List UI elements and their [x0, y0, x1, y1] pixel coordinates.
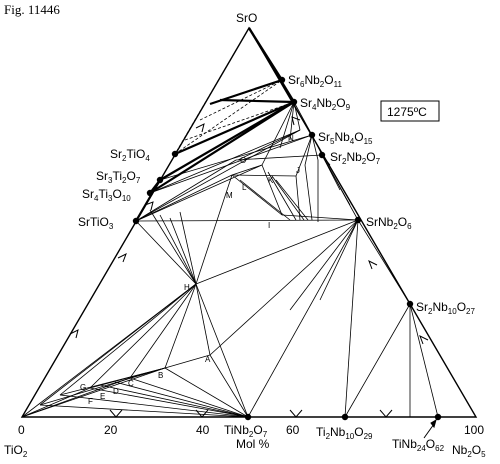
point-h: H — [184, 283, 190, 292]
dot-sr5nb4o15 — [308, 131, 316, 139]
vertex-sro-label: SrO — [236, 11, 257, 25]
label-sr2nb2o7: Sr2Nb2O7 — [330, 150, 381, 166]
label-srtio3: SrTiO3 — [78, 215, 114, 231]
axis-tick-0: 0 — [18, 423, 25, 437]
axis-tick-20: 20 — [104, 423, 118, 437]
point-b: B — [158, 371, 163, 380]
dot-srtio3 — [132, 217, 140, 225]
label-sr2tio4: Sr2TiO4 — [110, 147, 150, 163]
tie-lines-middle — [21, 174, 439, 418]
point-l: L — [242, 183, 247, 192]
dot-sr4ti3o10 — [146, 189, 154, 197]
label-sr5nb4o15: Sr5Nb4O15 — [318, 130, 373, 146]
dot-srnb2o6 — [354, 216, 362, 224]
point-c: C — [128, 379, 134, 388]
label-ti2nb10o29: Ti2Nb10O29 — [316, 425, 373, 441]
label-sr4ti3o10: Sr4Ti3O10 — [82, 187, 131, 203]
vertex-nb2o5-label: Nb2O5 — [452, 443, 486, 459]
axis-unit-label: Mol % — [236, 437, 270, 451]
dot-sr2nb2o7 — [318, 151, 326, 159]
axis-tick-40: 40 — [196, 423, 210, 437]
point-a: A — [205, 355, 211, 364]
temperature-label: 1275ºC — [387, 105, 427, 119]
dot-sr4nb2o9 — [290, 98, 298, 106]
axis-tick-60: 60 — [286, 423, 300, 437]
dot-tinb24o62 — [434, 413, 442, 421]
tinb24o62-arrow — [423, 418, 437, 439]
point-e: E — [100, 392, 105, 401]
figure-number: Fig. 11446 — [4, 2, 60, 17]
point-m: M — [226, 191, 233, 200]
point-g: G — [80, 383, 86, 392]
point-k: K — [268, 176, 274, 185]
axis-tick-100: 100 — [464, 423, 484, 437]
vertex-tio2-label: TiO2 — [4, 443, 28, 459]
dot-sr6nb2o11 — [278, 76, 286, 84]
label-srnb2o6: SrNb2O6 — [366, 215, 412, 231]
point-f: F — [88, 397, 93, 406]
point-d: D — [113, 387, 119, 396]
dot-sr3ti2o7 — [156, 176, 164, 184]
temperature-box: 1275ºC — [380, 100, 440, 122]
point-i: I — [268, 221, 270, 230]
point-j: J — [296, 166, 300, 175]
label-sr2nb10o27: Sr2Nb10O27 — [416, 300, 475, 316]
dot-sr2tio4 — [171, 150, 179, 158]
compound-dots — [132, 76, 442, 421]
tie-lines-upper — [135, 27, 359, 222]
tie-lines-lower — [21, 354, 249, 418]
label-sr4nb2o9: Sr4Nb2O9 — [300, 96, 351, 112]
dot-tinb2o7 — [244, 413, 252, 421]
dot-sr2nb10o27 — [406, 300, 414, 308]
label-tinb2o7: TiNb2O7 — [224, 423, 268, 439]
point-o: O — [240, 156, 246, 165]
label-sr3ti2o7: Sr3Ti2O7 — [96, 169, 141, 185]
label-tinb24o62: TiNb24O62 — [392, 437, 445, 453]
dot-ti2nb10o29 — [341, 413, 349, 421]
point-n: N — [288, 134, 294, 143]
label-sr6nb2o11: Sr6Nb2O11 — [288, 73, 342, 89]
